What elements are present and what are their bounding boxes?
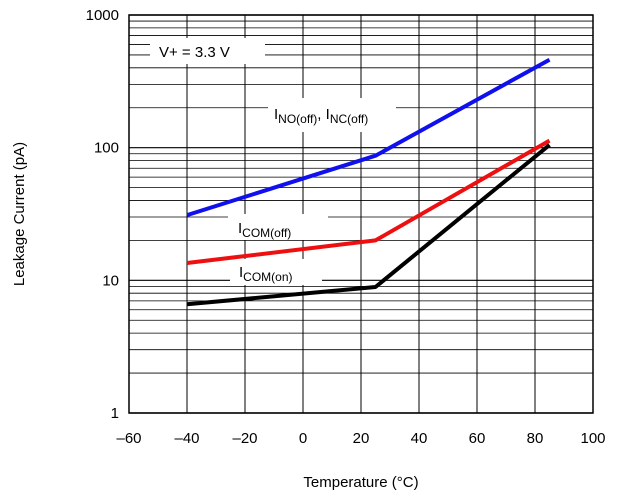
annotation-backgrounds: [150, 38, 396, 285]
series-line-1: [186, 57, 551, 218]
icom-on-subscript: COM(on): [243, 270, 292, 284]
icom-off-main: I: [238, 220, 242, 237]
supply-voltage-annotation: V+ = 3.3 V: [159, 44, 230, 61]
ino-inc-off-annotation: INO(off), INC(off): [274, 106, 368, 126]
y-tick-label: 1: [111, 405, 119, 422]
icom-off-subscript: COM(off): [242, 226, 291, 240]
x-tick-label: 20: [353, 430, 370, 447]
y-tick-label: 100: [94, 140, 119, 157]
annotation-background: [150, 38, 265, 64]
x-tick-label: –60: [116, 430, 141, 447]
annotation-background: [268, 98, 396, 132]
x-tick-label: –40: [174, 430, 199, 447]
icom-on-annotation: ICOM(on): [239, 264, 293, 284]
x-tick-label: 0: [299, 430, 307, 447]
icom-on-main: I: [239, 264, 243, 281]
y-tick-labels: 1 10 100 1000: [86, 7, 119, 422]
ino-main: I: [274, 106, 278, 123]
plot-frame: [128, 14, 594, 414]
inc-subscript: NC(off): [330, 112, 368, 126]
y-tick-label: 10: [102, 272, 119, 289]
annotation-background: [228, 214, 328, 240]
x-tick-labels: –60 –40 –20 0 20 40 60 80 100: [116, 430, 605, 447]
annotation-background: [230, 259, 322, 285]
icom-off-annotation: ICOM(off): [238, 220, 291, 240]
y-tick-label: 1000: [86, 7, 119, 24]
y-axis-title: Leakage Current (pA): [11, 142, 28, 286]
series-line-2: [186, 138, 551, 265]
series-lines: [186, 57, 551, 307]
series-line-3: [186, 143, 551, 307]
inc-main: , I: [317, 106, 330, 123]
x-axis-title: Temperature (°C): [303, 474, 418, 491]
ino-subscript: NO(off): [278, 112, 317, 126]
x-tick-label: 100: [580, 430, 605, 447]
x-tick-label: –20: [232, 430, 257, 447]
x-tick-label: 80: [527, 430, 544, 447]
x-tick-label: 40: [411, 430, 428, 447]
x-tick-label: 60: [469, 430, 486, 447]
